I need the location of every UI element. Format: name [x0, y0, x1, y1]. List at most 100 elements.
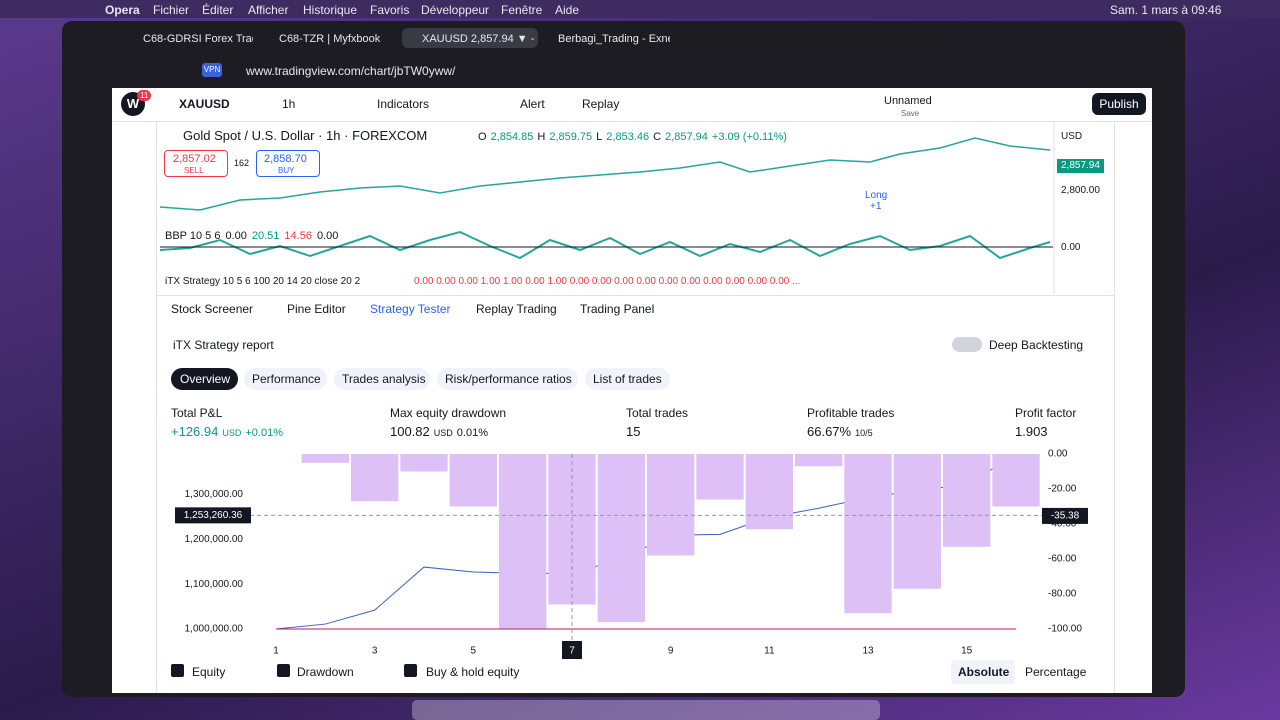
x-tick-label: 7: [569, 646, 575, 657]
buy-price: 2,858.70: [264, 153, 307, 165]
subtab-label[interactable]: Risk/performance ratios: [445, 372, 572, 386]
drawdown-bar: [301, 454, 349, 463]
currency[interactable]: USD: [1061, 131, 1083, 142]
menu-item[interactable]: Aide: [555, 3, 580, 17]
subtab[interactable]: [244, 368, 327, 390]
y-tick-label: 1,200,000.00: [185, 534, 244, 545]
divider: [1114, 122, 1115, 693]
drawdown-bar: [499, 454, 547, 629]
subtab[interactable]: [334, 368, 430, 390]
tab[interactable]: C68-TZR | Myfxbook: [279, 33, 381, 45]
save[interactable]: Save: [901, 109, 920, 118]
metric-extra: 0.01%: [456, 427, 488, 439]
indicator-value: 0.00: [225, 230, 247, 242]
metric-label: Profitable trades: [807, 406, 895, 420]
subtab-label[interactable]: Trades analysis: [342, 372, 426, 386]
subtab-label[interactable]: Performance: [252, 372, 321, 386]
buy-button[interactable]: [256, 150, 320, 177]
drawdown-bar: [844, 454, 892, 614]
sell-button[interactable]: [164, 150, 228, 177]
metric-value: 15: [626, 424, 641, 439]
menu-item[interactable]: Éditer: [202, 3, 234, 17]
oscillator: [159, 230, 1051, 260]
legend-label[interactable]: Buy & hold equity: [426, 665, 520, 679]
price-tick: 2,800.00: [1061, 185, 1100, 196]
legend-label[interactable]: Drawdown: [297, 665, 354, 679]
tab[interactable]: XAUUSD 2,857.94 ▼ -0: [422, 33, 534, 45]
strategy-values: 0.00 0.00 0.00 1.00 1.00 0.00 1.00 0.00 …: [414, 276, 801, 287]
panel-tab-active[interactable]: Strategy Tester: [370, 302, 451, 316]
checkbox[interactable]: [277, 664, 290, 677]
subtab-label[interactable]: Overview: [180, 372, 231, 386]
x-tick-label: 13: [862, 646, 874, 657]
tab[interactable]: C68-GDRSI Forex Tradin: [143, 33, 253, 45]
menu-item[interactable]: Développeur: [421, 3, 490, 17]
subtab-active[interactable]: [171, 368, 238, 390]
metric-label: Max equity drawdown: [390, 406, 507, 420]
active-tab[interactable]: [402, 28, 538, 48]
metric: 66.67% 10/5: [807, 425, 873, 440]
mode[interactable]: Percentage: [1025, 665, 1087, 679]
clock: Sam. 1 mars à 09:46: [1110, 3, 1222, 17]
subtab-label[interactable]: List of trades: [593, 372, 662, 386]
menu-item[interactable]: Historique: [303, 3, 358, 17]
x-tick-label: 15: [961, 646, 973, 657]
change: +3.09 (+0.11%): [711, 131, 787, 143]
x-tick-label: 9: [668, 646, 674, 657]
buy-label: BUY: [278, 166, 295, 175]
alert-button[interactable]: Alert: [520, 97, 545, 111]
deep-backtesting[interactable]: Deep Backtesting: [989, 338, 1084, 352]
menu-item[interactable]: Afficher: [248, 3, 289, 17]
checkbox[interactable]: [171, 664, 184, 677]
metric-label: Profit factor: [1015, 406, 1077, 420]
metric-value: 1.903: [1015, 424, 1048, 439]
report-title[interactable]: iTX Strategy report: [173, 338, 274, 352]
metric-unit: USD: [433, 428, 453, 438]
menu-bar: [0, 0, 1280, 18]
ohlc-value: 2,854.85: [490, 131, 534, 143]
ohlc-key: O: [478, 131, 487, 143]
url[interactable]: www.tradingview.com/chart/jbTW0yww/: [246, 64, 456, 78]
indicators-button[interactable]: Indicators: [377, 97, 430, 111]
mode-active[interactable]: [951, 660, 1015, 684]
panel-tab[interactable]: Pine Editor: [287, 302, 346, 316]
metric: 100.82 USD 0.01%: [390, 425, 488, 440]
drawdown-bar: [351, 454, 399, 502]
indicator-value: 20.51: [251, 230, 280, 242]
layout-name[interactable]: Unnamed: [884, 95, 932, 107]
y2-tick-label: -60.00: [1048, 554, 1077, 565]
menu-item[interactable]: Favoris: [370, 3, 410, 17]
tab[interactable]: Berbagi_Trading - Exne: [558, 33, 670, 45]
publish-button[interactable]: Publish: [1092, 93, 1146, 115]
indicator-value: 0.00: [316, 230, 339, 242]
y2-tick-label: -80.00: [1048, 589, 1077, 600]
app-name[interactable]: Opera: [105, 3, 140, 17]
menu-item[interactable]: Fenêtre: [501, 3, 543, 17]
drawdown-bar: [696, 454, 744, 500]
ohlc-key: H: [537, 131, 546, 143]
metric: +126.94 USD +0.01%: [171, 425, 283, 440]
crosshair-label: -35.38: [1051, 511, 1080, 522]
equity-line: [275, 454, 1017, 630]
legend-label[interactable]: Equity: [192, 665, 226, 679]
subtab[interactable]: [437, 368, 578, 390]
vpn-badge[interactable]: VPN: [202, 63, 222, 77]
subtab[interactable]: [585, 368, 670, 390]
panel-tab[interactable]: Replay Trading: [476, 302, 557, 316]
toggle[interactable]: [952, 337, 982, 352]
menu-item[interactable]: Fichier: [153, 3, 190, 17]
checkbox[interactable]: [404, 664, 417, 677]
panel-tab[interactable]: Trading Panel: [580, 302, 655, 316]
chart-title: Gold Spot / U.S. Dollar · 1h · FOREXCOM: [183, 128, 428, 143]
x-tick-label: 5: [471, 646, 477, 657]
replay-button[interactable]: Replay: [582, 97, 620, 111]
interval[interactable]: 1h: [282, 97, 296, 111]
ohlc-value: 2,857.94: [665, 131, 708, 143]
x-tick-label: 3: [372, 646, 378, 657]
drawdown-bar: [992, 454, 1040, 507]
mode[interactable]: Absolute: [958, 665, 1010, 679]
panel-tab[interactable]: Stock Screener: [171, 302, 254, 316]
symbol[interactable]: XAUUSD: [179, 97, 230, 111]
spread: 162: [234, 158, 250, 168]
metric-label: Total trades: [626, 406, 689, 420]
